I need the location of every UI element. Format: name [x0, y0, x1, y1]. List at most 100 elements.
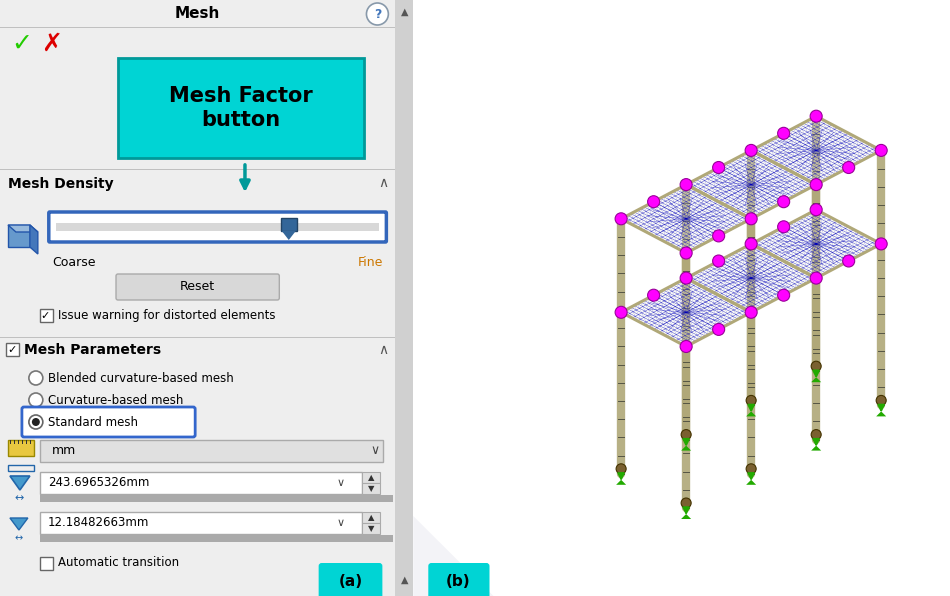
Text: Coarse: Coarse [52, 256, 95, 269]
Text: Automatic transition: Automatic transition [58, 557, 179, 570]
Bar [40, 557, 53, 570]
Bar [10, 440, 11, 444]
Polygon shape [811, 446, 821, 451]
Circle shape [712, 230, 725, 242]
Polygon shape [8, 225, 38, 232]
Circle shape [811, 361, 821, 371]
Polygon shape [617, 480, 626, 485]
Bar [8, 225, 29, 247]
Circle shape [712, 324, 725, 336]
Bar [395, 0, 413, 596]
Text: ✗: ✗ [41, 32, 63, 56]
FancyBboxPatch shape [428, 563, 489, 596]
Bar [8, 465, 34, 471]
Circle shape [681, 430, 692, 440]
Text: ∨: ∨ [336, 518, 345, 528]
Circle shape [712, 162, 725, 173]
Circle shape [712, 255, 725, 267]
Circle shape [810, 110, 822, 122]
FancyBboxPatch shape [40, 512, 363, 534]
Text: 243.6965326mm: 243.6965326mm [48, 476, 149, 489]
FancyBboxPatch shape [48, 212, 387, 242]
Circle shape [843, 162, 855, 173]
Circle shape [617, 464, 626, 474]
Text: ▲: ▲ [369, 473, 374, 483]
Bar [363, 512, 380, 523]
FancyBboxPatch shape [318, 563, 383, 596]
Text: Mesh: Mesh [175, 7, 220, 21]
Text: ?: ? [373, 8, 381, 20]
Text: Mesh Factor
button: Mesh Factor button [169, 86, 313, 131]
Text: Reset: Reset [180, 281, 216, 293]
Text: ↔: ↔ [14, 493, 24, 503]
Text: Mesh Parameters: Mesh Parameters [24, 343, 161, 357]
Circle shape [615, 213, 627, 225]
Bar [6, 343, 19, 356]
Bar [8, 440, 34, 456]
Text: (b): (b) [446, 573, 470, 588]
Bar [56, 223, 379, 231]
FancyBboxPatch shape [118, 58, 365, 158]
Circle shape [745, 306, 757, 318]
Bar [0, 337, 395, 338]
FancyBboxPatch shape [22, 407, 195, 437]
Circle shape [745, 144, 757, 156]
Bar [413, 506, 504, 596]
Circle shape [810, 179, 822, 191]
Circle shape [648, 195, 659, 207]
Polygon shape [621, 278, 751, 346]
Circle shape [778, 289, 789, 301]
Polygon shape [681, 446, 692, 451]
Bar [18, 440, 19, 444]
Circle shape [875, 144, 887, 156]
Text: Issue warning for distorted elements: Issue warning for distorted elements [58, 309, 276, 321]
Text: ▲: ▲ [401, 7, 408, 17]
Polygon shape [282, 231, 295, 240]
Circle shape [367, 3, 389, 25]
Polygon shape [29, 225, 38, 254]
Text: 12.18482663mm: 12.18482663mm [48, 517, 149, 529]
Circle shape [778, 128, 789, 139]
Polygon shape [621, 185, 751, 253]
Bar [40, 309, 53, 322]
Circle shape [746, 464, 756, 474]
Circle shape [680, 247, 693, 259]
Text: ↔: ↔ [15, 533, 23, 543]
Circle shape [28, 415, 43, 429]
Text: ✓: ✓ [41, 311, 50, 321]
Text: Curvature-based mesh: Curvature-based mesh [48, 393, 183, 406]
Circle shape [746, 395, 756, 405]
FancyBboxPatch shape [116, 274, 279, 300]
FancyBboxPatch shape [40, 472, 363, 494]
Bar [363, 523, 380, 534]
Polygon shape [746, 411, 756, 417]
Circle shape [778, 221, 789, 233]
Circle shape [32, 418, 40, 426]
Circle shape [843, 255, 855, 267]
Text: ▼: ▼ [369, 485, 374, 493]
Text: ▲: ▲ [369, 514, 374, 523]
Circle shape [28, 371, 43, 385]
Polygon shape [10, 518, 28, 530]
Bar [363, 472, 380, 483]
Text: Standard mesh: Standard mesh [48, 415, 138, 429]
Circle shape [810, 204, 822, 216]
Circle shape [811, 430, 821, 440]
Polygon shape [686, 244, 816, 312]
Text: mm: mm [52, 445, 76, 458]
Text: ▼: ▼ [369, 524, 374, 533]
Polygon shape [746, 480, 756, 485]
Text: Blended curvature-based mesh: Blended curvature-based mesh [48, 371, 234, 384]
Circle shape [648, 289, 659, 301]
Bar [363, 483, 380, 494]
Bar [40, 495, 393, 502]
Polygon shape [10, 476, 29, 490]
Text: ✓: ✓ [11, 32, 32, 56]
Circle shape [615, 306, 627, 318]
Polygon shape [681, 514, 692, 519]
Bar [281, 218, 296, 231]
Text: ✓: ✓ [7, 345, 16, 355]
Polygon shape [811, 377, 821, 382]
Bar [26, 440, 27, 444]
Bar [0, 27, 395, 28]
